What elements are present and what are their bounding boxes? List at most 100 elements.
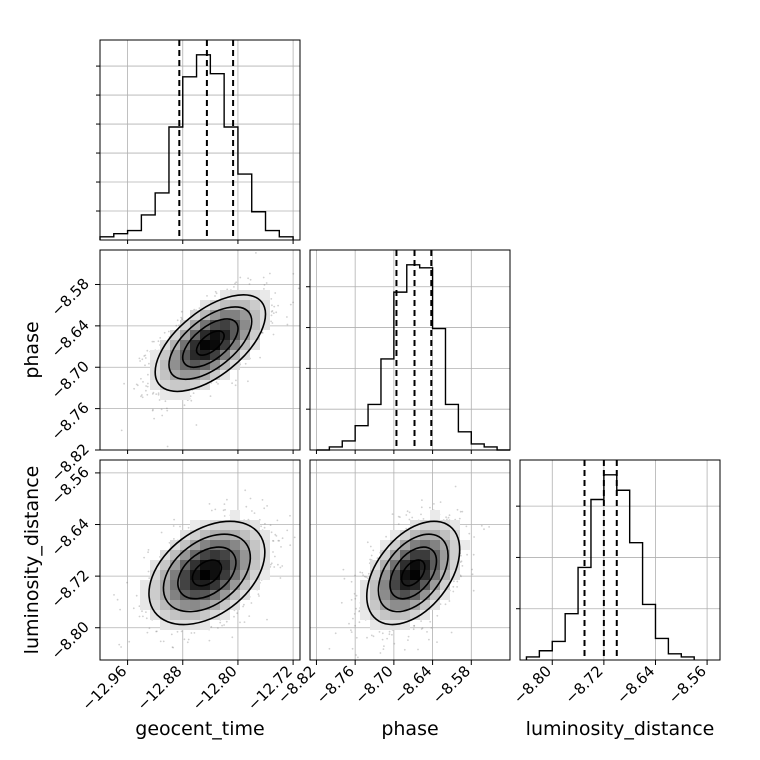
contour-line	[377, 533, 449, 613]
sample-point	[354, 597, 357, 600]
density-cell	[380, 580, 390, 590]
sample-point	[147, 373, 149, 376]
density-cell	[430, 520, 440, 530]
density-cell	[240, 530, 250, 540]
density-cell	[200, 300, 210, 310]
sample-point	[146, 393, 149, 396]
density-cell	[220, 600, 230, 610]
density-cell	[210, 310, 220, 320]
sample-point	[141, 610, 143, 613]
density-cell	[170, 350, 180, 360]
sample-point	[270, 314, 273, 317]
x-tick-label: −12.96	[78, 662, 130, 714]
sample-point	[113, 594, 115, 596]
density-cell	[210, 320, 220, 330]
contour-line	[177, 546, 237, 600]
sample-point	[270, 298, 273, 300]
sample-point	[460, 554, 462, 557]
density-cell	[260, 530, 270, 540]
sample-point	[448, 514, 451, 517]
density-cell	[260, 570, 270, 580]
sample-point	[488, 526, 490, 528]
sample-point	[271, 304, 273, 307]
sample-point	[195, 424, 198, 426]
sample-point	[342, 568, 345, 571]
sample-point	[354, 624, 356, 627]
sample-point	[279, 577, 282, 579]
density-cell	[190, 520, 200, 530]
density-cell	[250, 330, 260, 340]
sample-point	[350, 599, 353, 601]
sample-point	[272, 551, 274, 553]
sample-point	[405, 514, 408, 516]
density-cell	[260, 300, 270, 310]
histogram-step	[99, 54, 294, 240]
density-cell	[200, 550, 210, 560]
density-cell	[450, 540, 460, 550]
density-cell	[420, 540, 430, 550]
sample-point	[167, 330, 170, 333]
sample-point	[140, 377, 142, 380]
density-cell	[410, 540, 420, 550]
ylabel-phase: phase	[21, 321, 43, 378]
density-cell	[400, 530, 410, 540]
sample-point	[116, 598, 119, 601]
density-cell	[140, 600, 150, 610]
density-cell	[420, 550, 430, 560]
sample-point	[450, 631, 453, 634]
sample-point	[156, 630, 158, 633]
density-cell	[180, 600, 190, 610]
sample-point	[289, 544, 292, 547]
density-cell	[200, 520, 210, 530]
sample-point	[242, 605, 245, 608]
x-tick-label: −8.70	[351, 662, 396, 707]
y-tick-label: −8.76	[48, 399, 93, 444]
density-cell	[210, 370, 220, 380]
density-cell	[250, 290, 260, 300]
density-cell	[210, 520, 220, 530]
density-cell	[250, 340, 260, 350]
sample-point	[266, 505, 268, 507]
sample-point	[155, 630, 158, 633]
sample-point	[348, 622, 350, 625]
density-cell	[150, 610, 160, 620]
sample-point	[405, 527, 408, 530]
density-cell	[230, 590, 240, 600]
sample-point	[223, 503, 226, 505]
sample-point	[239, 276, 242, 279]
density-cell	[240, 560, 250, 570]
sample-point	[243, 603, 245, 606]
sample-point	[148, 362, 150, 365]
sample-point	[383, 645, 385, 647]
sample-point	[343, 577, 346, 580]
contour-line	[389, 546, 438, 600]
density-cell	[200, 600, 210, 610]
density-cell	[140, 590, 150, 600]
density-cell	[170, 380, 180, 390]
histogram-step	[316, 264, 510, 451]
density-cell	[200, 560, 210, 570]
sample-point	[138, 605, 141, 608]
density-cell	[200, 590, 210, 600]
sample-point	[393, 642, 396, 645]
sample-point	[143, 355, 146, 357]
sample-point	[233, 286, 235, 288]
density-cell	[450, 550, 460, 560]
density-cell	[190, 620, 200, 630]
y-tick-label: −8.64	[48, 316, 93, 361]
sample-point	[215, 292, 218, 295]
y-tick-label: −8.70	[48, 357, 93, 402]
density-cell	[220, 590, 230, 600]
sample-point	[249, 278, 252, 281]
sample-point	[142, 381, 144, 383]
density-cell	[380, 610, 390, 620]
sample-point	[271, 310, 274, 312]
density-cell	[160, 360, 170, 370]
density-cell	[390, 600, 400, 610]
sample-point	[166, 445, 169, 448]
sample-point	[173, 538, 175, 540]
sample-point	[145, 385, 148, 387]
sample-point	[135, 383, 138, 386]
sample-point	[420, 628, 423, 630]
sample-point	[353, 613, 356, 615]
